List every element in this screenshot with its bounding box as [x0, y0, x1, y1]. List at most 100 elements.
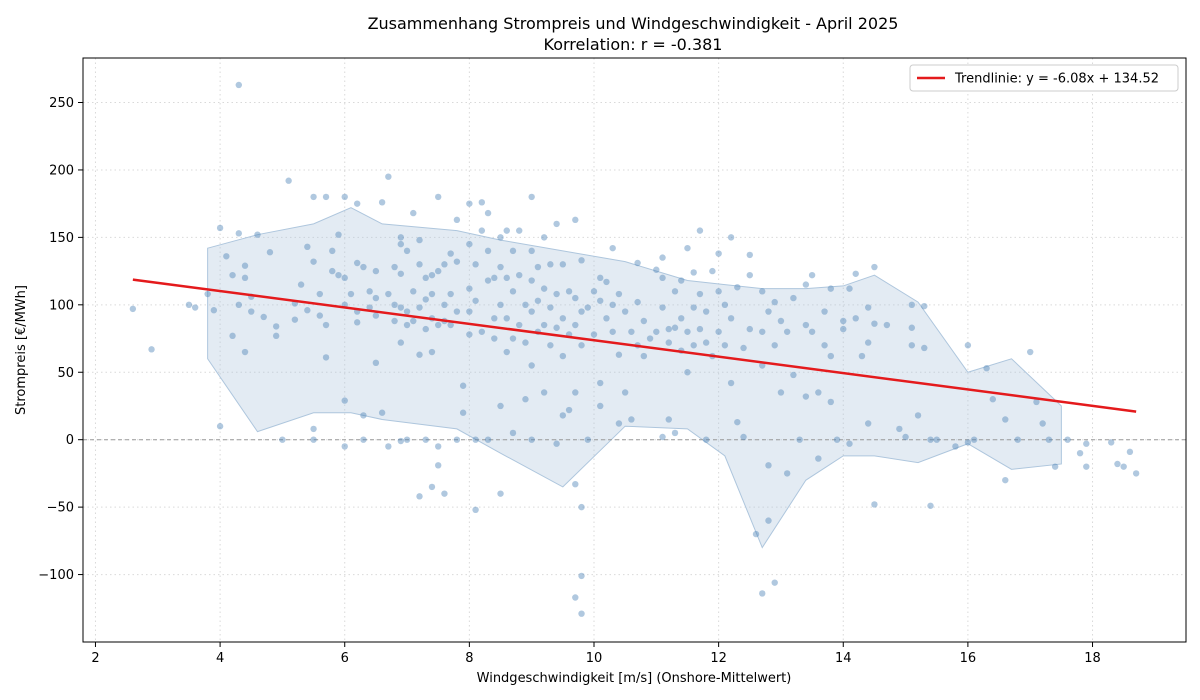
data-point — [540, 285, 548, 292]
data-point — [684, 244, 691, 252]
data-point — [952, 443, 959, 450]
band-area — [207, 207, 1062, 549]
data-point — [366, 288, 373, 295]
data-point — [459, 382, 467, 389]
data-point — [403, 436, 411, 443]
data-point — [640, 352, 648, 360]
data-point — [759, 590, 766, 597]
data-point — [310, 425, 317, 433]
data-point — [615, 290, 623, 298]
data-point — [528, 362, 535, 369]
data-point — [665, 416, 672, 423]
data-point — [484, 436, 492, 443]
data-point — [852, 270, 859, 277]
data-point — [322, 354, 330, 361]
data-point — [690, 342, 697, 349]
data-point — [416, 236, 423, 244]
data-point — [914, 412, 922, 419]
data-point — [472, 506, 479, 514]
data-point — [360, 436, 367, 443]
data-point — [684, 328, 691, 335]
trendline — [132, 278, 1137, 413]
data-point — [353, 259, 361, 267]
data-point — [659, 304, 666, 311]
data-point — [385, 443, 392, 450]
data-point — [559, 261, 567, 268]
data-points — [129, 81, 1140, 617]
data-point — [310, 193, 317, 201]
data-point — [1083, 440, 1090, 447]
data-point — [1014, 436, 1021, 443]
data-point — [553, 220, 560, 228]
data-point — [378, 409, 386, 416]
data-point — [335, 231, 342, 238]
data-point — [428, 271, 436, 279]
data-point — [341, 397, 348, 404]
chart-title: Zusammenhang Strompreis und Windgeschwin… — [368, 14, 899, 33]
data-point — [204, 290, 211, 298]
y-tick-label: 100 — [49, 298, 74, 313]
data-point — [827, 285, 834, 292]
data-point — [235, 301, 242, 309]
data-point — [827, 352, 834, 360]
x-tick-label: 8 — [465, 651, 473, 666]
data-point — [447, 250, 454, 257]
data-point — [615, 420, 623, 427]
data-point — [397, 270, 405, 277]
data-point — [410, 288, 417, 295]
data-point — [696, 325, 704, 333]
data-point — [927, 436, 934, 443]
data-point — [441, 490, 448, 497]
data-point — [497, 301, 504, 309]
data-point — [266, 249, 274, 256]
data-point — [291, 316, 299, 323]
data-point — [385, 290, 392, 298]
data-point — [322, 321, 330, 329]
data-point — [216, 423, 224, 430]
data-point — [590, 288, 598, 295]
data-point — [659, 254, 666, 261]
data-point — [272, 323, 280, 330]
data-point — [871, 263, 878, 271]
data-point — [584, 304, 591, 311]
data-point — [1120, 463, 1127, 470]
data-point — [484, 247, 492, 255]
data-point — [771, 579, 778, 586]
data-point — [316, 290, 324, 298]
data-point — [1114, 460, 1121, 468]
data-point — [559, 352, 567, 360]
data-point — [759, 328, 766, 335]
data-point — [478, 328, 486, 335]
data-point — [435, 443, 442, 450]
data-point — [759, 362, 766, 369]
legend-trend-label: Trendlinie: y = -6.08x + 134.52 — [954, 72, 1159, 87]
data-point — [335, 271, 342, 279]
y-tick-label: 200 — [49, 163, 74, 178]
data-point — [528, 193, 535, 201]
data-point — [578, 572, 585, 580]
data-point — [522, 339, 529, 346]
data-point — [646, 335, 654, 342]
data-point — [341, 193, 348, 201]
data-point — [578, 503, 585, 511]
y-tick-label: 150 — [49, 231, 74, 246]
data-point — [746, 325, 753, 333]
data-point — [453, 308, 461, 315]
data-point — [391, 301, 398, 309]
data-point — [453, 216, 461, 224]
data-point — [864, 304, 872, 311]
data-point — [1033, 398, 1040, 406]
data-point — [603, 315, 610, 322]
data-point — [522, 301, 529, 309]
data-point — [702, 308, 710, 315]
data-point — [833, 436, 841, 443]
data-point — [628, 416, 635, 423]
data-point — [385, 173, 392, 180]
x-axis-label: Windgeschwindigkeit [m/s] (Onshore-Mitte… — [477, 671, 792, 686]
data-point — [322, 193, 330, 201]
data-point — [609, 244, 616, 252]
data-point — [416, 493, 423, 500]
data-point — [665, 339, 672, 346]
data-point — [466, 200, 473, 207]
